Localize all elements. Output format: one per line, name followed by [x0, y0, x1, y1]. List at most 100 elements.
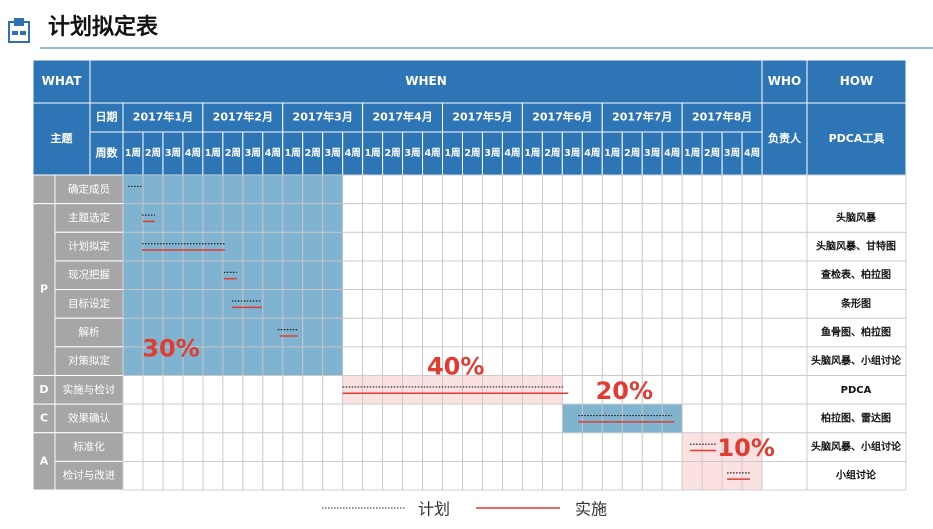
week-cell: [382, 231, 403, 262]
week-cell: [541, 403, 563, 434]
week-cell: [641, 203, 663, 233]
week-cell: [482, 403, 503, 434]
tool-label: 小组讨论: [835, 469, 877, 482]
week-cell: [721, 317, 743, 348]
week-cell: [681, 203, 703, 233]
week-cell: [422, 317, 443, 348]
week-cell: [721, 403, 743, 434]
week: 4周: [265, 148, 281, 159]
week-cell: [422, 403, 443, 434]
week: 4周: [424, 148, 440, 159]
owner-cell: [761, 102, 808, 176]
week-cell: [142, 403, 164, 434]
week-cell: [601, 260, 623, 290]
week-cell: [661, 289, 683, 319]
what-cell: [32, 59, 91, 104]
week: 2周: [544, 148, 560, 159]
step-cell: [54, 374, 124, 405]
week-cell: [342, 174, 364, 205]
week-cell: [342, 403, 364, 434]
week-cell: [601, 289, 623, 319]
week-cell: [362, 203, 384, 233]
week-cell: [561, 317, 583, 348]
month: 2017年1月: [133, 110, 193, 124]
owner-cell: [761, 460, 808, 491]
week-cell: [222, 403, 244, 434]
week: 2周: [704, 148, 720, 159]
week-cell: [561, 432, 583, 462]
owner-cell: [761, 375, 808, 405]
week-cell: [142, 375, 164, 405]
week-cell: [242, 403, 264, 434]
week-cell: [462, 231, 483, 262]
week-cell: [222, 375, 244, 405]
week-cell: [162, 432, 184, 462]
week-cell: [681, 346, 703, 376]
percent-label: 20%: [596, 377, 653, 405]
step-label: 解析: [79, 326, 100, 339]
week-cell: [701, 375, 723, 405]
week-cell: [522, 203, 543, 233]
week-cell: [701, 403, 723, 434]
week-cell: [701, 289, 723, 319]
week: 2周: [145, 148, 161, 159]
week-cell: [741, 203, 763, 233]
week-cell: [502, 403, 523, 434]
week: 3周: [484, 148, 500, 159]
week-cell: [721, 289, 743, 319]
week-cell: [362, 346, 384, 376]
week-cell: [422, 231, 443, 262]
week-cell: [541, 460, 563, 491]
week-cell: [322, 375, 344, 405]
step-label: 主题选定: [68, 211, 110, 224]
week-cell: [721, 203, 743, 233]
week-cell: [402, 317, 423, 348]
step-label: 效果确认: [68, 411, 110, 424]
week-cell: [482, 432, 503, 462]
tool-label: 头脑风暴: [836, 211, 877, 224]
week-cell: [721, 231, 743, 262]
week-cell: [482, 346, 503, 376]
week-cell: [661, 231, 683, 262]
week: 1周: [205, 148, 221, 159]
week-cell: [522, 231, 543, 262]
week-cell: [182, 432, 204, 462]
step-label: 对策拟定: [68, 354, 110, 367]
week-cell: [621, 231, 643, 262]
week-cell: [202, 460, 224, 491]
week-cell: [362, 260, 384, 290]
week-cell: [561, 203, 583, 233]
week-cell: [382, 260, 403, 290]
phase-label: D: [39, 383, 48, 396]
week-cell: [681, 289, 703, 319]
week-cell: [322, 460, 344, 491]
week-cell: [502, 289, 523, 319]
week-cell: [422, 289, 443, 319]
week-cell: [402, 174, 423, 205]
week-cell: [641, 260, 663, 290]
week-cell: [282, 460, 304, 491]
week-cell: [621, 432, 643, 462]
who: WHO: [768, 74, 801, 88]
week: 3周: [165, 148, 181, 159]
week-cell: [242, 375, 264, 405]
week: 1周: [684, 148, 700, 159]
week-cell: [561, 375, 583, 405]
tool-label: 头脑风暴、小组讨论: [811, 440, 902, 453]
week-cell: [482, 174, 503, 205]
week-cell: [462, 260, 483, 290]
week-cell: [741, 231, 763, 262]
week-cell: [302, 403, 324, 434]
week-cell: [681, 231, 703, 262]
week-cell: [621, 174, 643, 205]
week-cell: [282, 403, 304, 434]
week-cell: [442, 403, 463, 434]
week-cell: [581, 203, 603, 233]
week-cell: [262, 403, 284, 434]
week-cell: [502, 231, 523, 262]
month: 2017年3月: [293, 110, 353, 124]
month-cell: [521, 102, 603, 133]
week-cell: [601, 432, 623, 462]
week: 1周: [285, 148, 301, 159]
month: 2017年6月: [532, 110, 592, 124]
